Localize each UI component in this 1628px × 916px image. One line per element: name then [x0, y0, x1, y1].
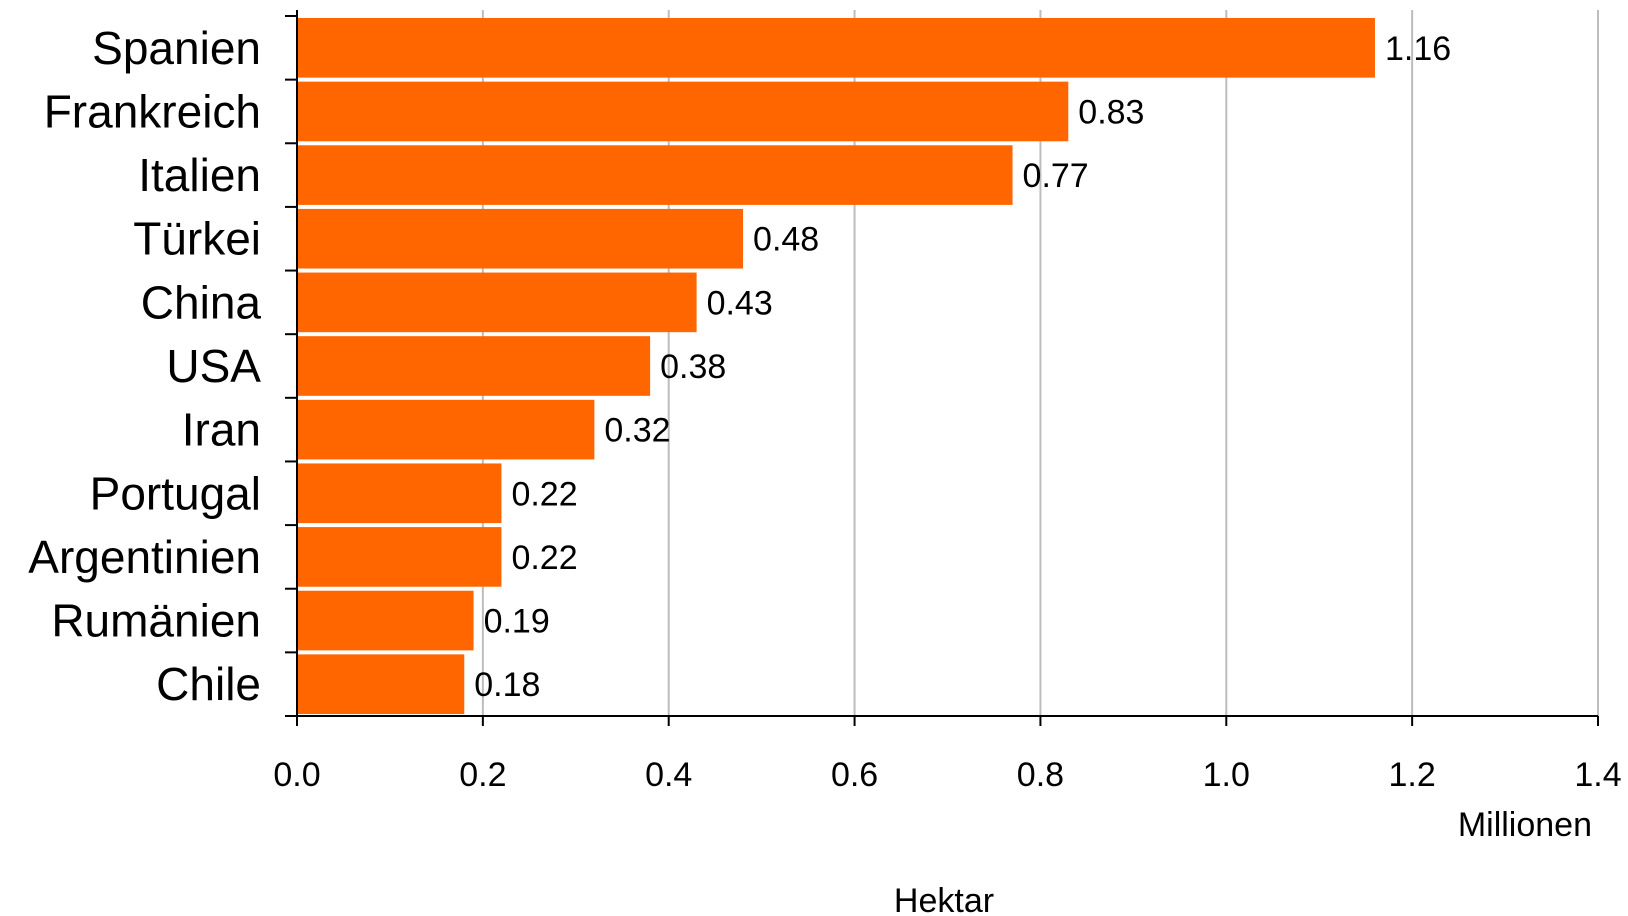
bar: [298, 399, 595, 460]
value-label: 1.16: [1385, 30, 1451, 68]
bar: [298, 654, 465, 714]
category-label: China: [141, 276, 262, 328]
bar: [298, 527, 502, 587]
x-tick-label: 1.4: [1574, 756, 1621, 794]
value-label: 0.83: [1078, 93, 1144, 131]
value-label: 0.19: [484, 603, 550, 641]
category-labels: Spanien Frankreich Italien Türkei China USA Ir…: [28, 22, 261, 710]
x-tick-labels: 0.0 0.2 0.4 0.6 0.8 1.0 1.2 1.4: [273, 756, 1621, 794]
bar: [298, 463, 502, 524]
value-labels: 1.16 0.83 0.77 0.48 0.43 0.38 0.32 0.22 0.22 0.19…: [474, 30, 1451, 704]
x-tick-label: 0.6: [831, 756, 878, 794]
category-label: Rumänien: [51, 595, 261, 647]
bar: [298, 81, 1069, 142]
value-label: 0.22: [511, 539, 577, 577]
category-label: USA: [166, 340, 261, 392]
category-label: Frankreich: [44, 85, 261, 137]
bar: [298, 18, 1375, 78]
x-axis-title: Hektar: [894, 882, 994, 916]
value-label: 0.18: [474, 666, 540, 704]
x-tick-label: 0.0: [273, 756, 320, 794]
bars: [298, 18, 1375, 714]
value-label: 0.43: [707, 284, 773, 322]
x-tick-label: 0.8: [1017, 756, 1064, 794]
x-tick-label: 1.0: [1203, 756, 1250, 794]
category-label: Portugal: [90, 467, 261, 519]
category-label: Spanien: [92, 22, 261, 74]
x-tick-label: 1.2: [1389, 756, 1436, 794]
value-label: 0.48: [753, 221, 819, 259]
axes: [285, 10, 1599, 726]
category-label: Iran: [182, 404, 261, 456]
x-unit-label: Millionen: [1458, 806, 1592, 844]
category-label: Italien: [138, 149, 261, 201]
category-label: Türkei: [133, 213, 261, 265]
bar: [298, 272, 697, 333]
bar: [298, 336, 651, 396]
value-label: 0.32: [604, 412, 670, 450]
bar: [298, 590, 474, 651]
value-label: 0.77: [1023, 157, 1089, 195]
bar: [298, 208, 744, 269]
value-label: 0.38: [660, 348, 726, 386]
x-tick-label: 0.2: [459, 756, 506, 794]
value-label: 0.22: [511, 475, 577, 513]
x-tick-label: 0.4: [645, 756, 692, 794]
category-label: Chile: [156, 658, 261, 710]
category-label: Argentinien: [28, 531, 261, 583]
bar: [298, 145, 1013, 205]
